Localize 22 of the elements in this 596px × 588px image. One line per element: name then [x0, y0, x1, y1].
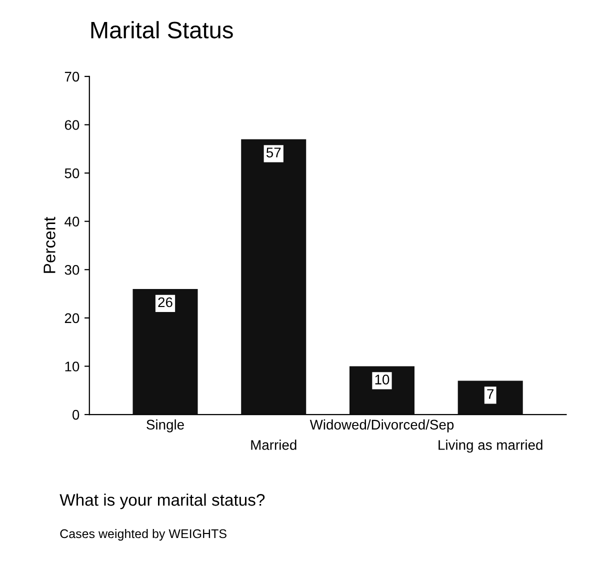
y-tick-label: 30: [64, 264, 80, 275]
text: What is your marital status?: [60, 494, 265, 510]
bar: [132, 288, 198, 415]
y-tick-label: 10: [65, 362, 80, 372]
y-axis-title: Percent: [44, 216, 56, 273]
bar: [241, 139, 306, 415]
y-tick-label: 60: [64, 120, 80, 130]
x-tick-label: Single: [146, 419, 184, 432]
y-tick-label: 70: [64, 72, 80, 82]
y-tick-label: 0: [72, 410, 80, 420]
chart-title: Marital Status: [91, 21, 233, 38]
data-label: 7: [487, 389, 494, 399]
data-label: 10: [375, 374, 390, 384]
x-tick-label: Widowed/Divorced/Sep: [310, 419, 454, 432]
x-tick-label: Living as married: [438, 440, 542, 453]
y-tick-label: 40: [64, 216, 80, 227]
data-label: 26: [158, 297, 172, 308]
y-tick-label: 50: [64, 168, 80, 178]
x-tick-label: Married: [251, 440, 296, 450]
data-label: 57: [266, 148, 281, 158]
text: Cases weighted by WEIGHTS: [60, 528, 226, 541]
y-tick-label: 20: [64, 313, 80, 324]
